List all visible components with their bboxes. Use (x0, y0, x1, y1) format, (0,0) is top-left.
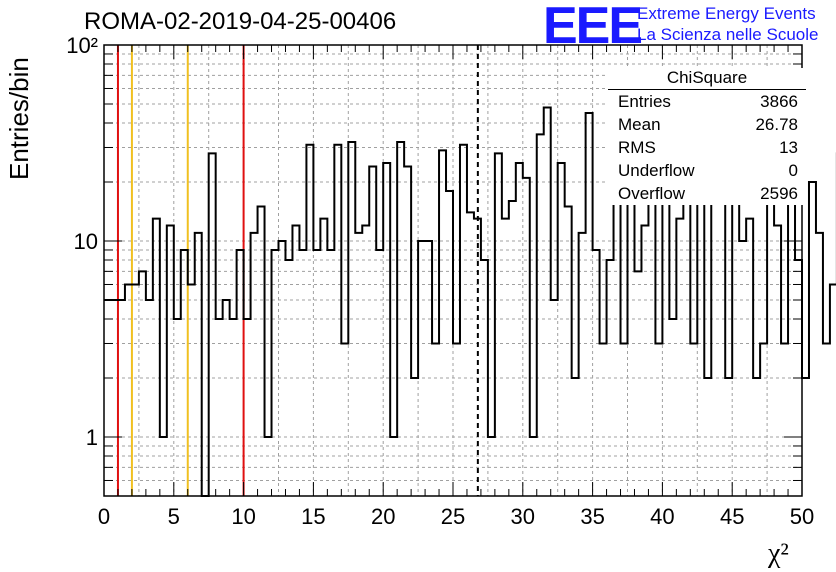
x-tick-label: 30 (511, 504, 535, 529)
x-tick-label: 50 (790, 504, 814, 529)
stats-label: Overflow (618, 184, 686, 203)
stats-value: 3866 (760, 92, 798, 111)
chart-title: ROMA-02-2019-04-25-00406 (84, 8, 397, 35)
x-tick-labels: 0 5 10 15 20 25 30 35 40 45 50 (98, 504, 814, 529)
x-tick-label: 5 (168, 504, 180, 529)
histogram-line (104, 106, 836, 497)
stats-label: Entries (618, 92, 671, 111)
x-tick-label: 15 (301, 504, 325, 529)
y-tick-label: 1 (86, 425, 98, 450)
eee-logo: EEE (543, 0, 643, 55)
stats-value: 13 (779, 138, 798, 157)
stats-row: RMS 13 (608, 136, 806, 159)
stats-label: Underflow (618, 161, 695, 180)
stats-row: Underflow 0 (608, 159, 806, 182)
x-tick-label: 40 (650, 504, 674, 529)
reference-lines (116, 45, 479, 496)
x-tick-label: 35 (580, 504, 604, 529)
x-axis-label: χ² (768, 538, 789, 569)
stats-row: Entries 3866 (608, 90, 806, 113)
x-tick-label: 20 (371, 504, 395, 529)
y-tick-labels: 1 10 10² (66, 33, 98, 450)
stats-value: 0 (788, 161, 798, 180)
y-tick-label: 10 (74, 229, 98, 254)
stats-row: Mean 26.78 (608, 113, 806, 136)
y-tick-label: 10² (66, 33, 98, 58)
stats-box: ChiSquare Entries 3866 Mean 26.78 RMS 13… (608, 68, 806, 205)
stats-label: RMS (618, 138, 656, 157)
stats-label: Mean (618, 115, 661, 134)
axis-ticks (103, 44, 803, 497)
x-tick-label: 25 (441, 504, 465, 529)
stats-value: 2596 (760, 184, 798, 203)
stats-title: ChiSquare (608, 68, 806, 90)
x-tick-label: 10 (231, 504, 255, 529)
logo-line-1: Extreme Energy Events (637, 4, 816, 23)
y-axis-label: Entries/bin (4, 57, 34, 180)
stats-row: Overflow 2596 (608, 182, 806, 205)
stats-value: 26.78 (755, 115, 798, 134)
x-tick-label: 45 (720, 504, 744, 529)
logo-line-2: La Scienza nelle Scuole (637, 25, 819, 44)
x-tick-label: 0 (98, 504, 110, 529)
